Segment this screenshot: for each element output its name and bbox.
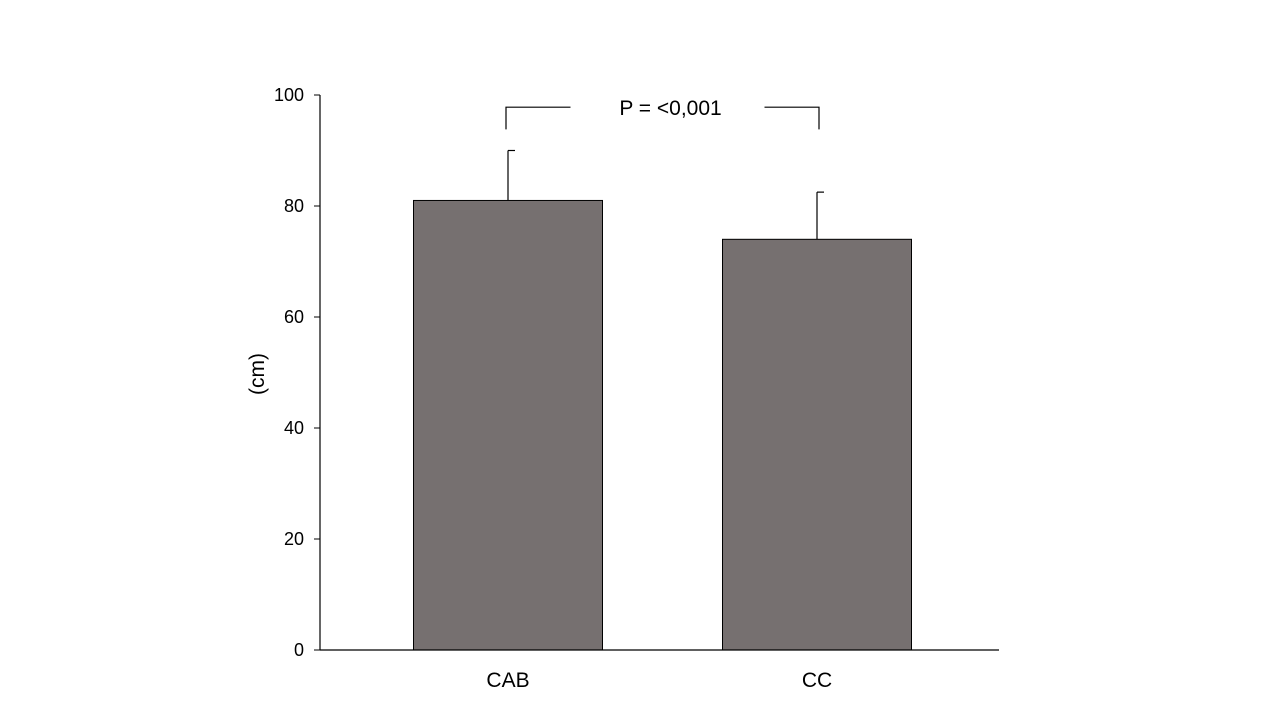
y-tick-label: 20 [284, 529, 304, 549]
error-bars-layer [507, 149, 824, 240]
significance-bracket-right [764, 106, 820, 130]
bars-layer [413, 199, 912, 651]
axes-layer [319, 95, 999, 651]
y-tick-label: 40 [284, 418, 304, 438]
y-tick-label: 60 [284, 307, 304, 327]
y-tick-label: 80 [284, 196, 304, 216]
y-axis-label: (cm) [246, 353, 269, 395]
x-tick-label: CC [802, 669, 832, 692]
significance-bracket-left [505, 106, 571, 130]
error-bar-cab [507, 149, 515, 201]
significance-annotation: P = <0,001 [505, 97, 820, 130]
error-bar-cc [816, 191, 824, 240]
y-tick-label: 100 [274, 85, 304, 105]
bar-cc [722, 238, 912, 651]
y-ticks-layer: 0 20 40 60 80 100 [274, 85, 320, 660]
p-value-label: P = <0,001 [619, 97, 721, 120]
x-tick-label: CAB [486, 669, 529, 692]
y-tick-label: 0 [294, 640, 304, 660]
x-labels-layer: CAB CC [486, 669, 832, 692]
bar-cab [413, 199, 603, 651]
